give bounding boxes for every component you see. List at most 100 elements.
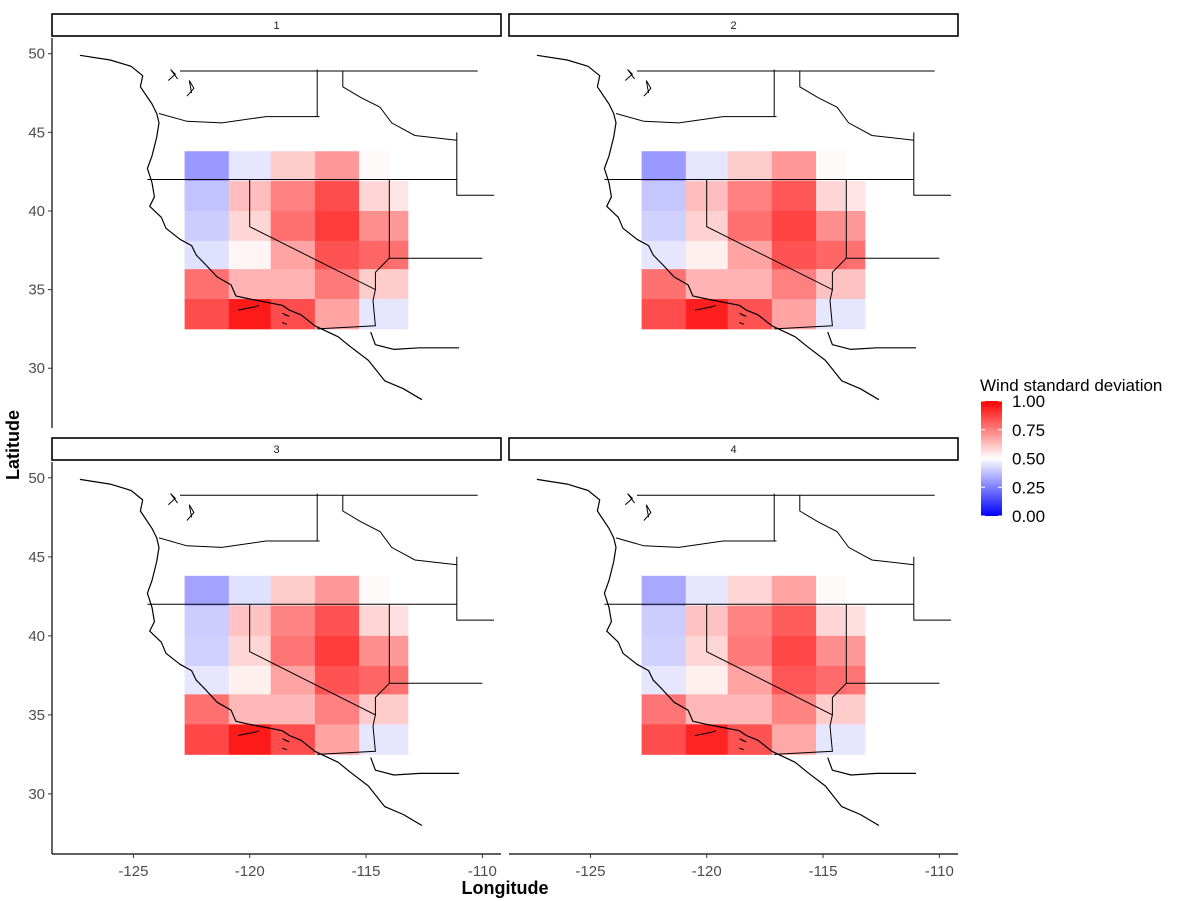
- island-outline: [739, 312, 747, 317]
- heatmap-cell: [771, 635, 817, 667]
- legend-label: 0.50: [1012, 450, 1045, 469]
- heatmap-cell: [771, 240, 817, 270]
- heatmap-cell: [685, 299, 729, 330]
- heatmap-cell: [389, 181, 409, 212]
- state-border: [615, 113, 777, 124]
- facet-panel-3: 3 30 35 40 45 50 -125 -120 -115 -110: [28, 437, 502, 880]
- heatmap-cell: [314, 605, 360, 637]
- y-tick-label: 50: [28, 46, 45, 63]
- heatmap-cell: [228, 724, 272, 755]
- heatmap-cell: [685, 665, 729, 695]
- heatmap-cell: [389, 210, 409, 242]
- heatmap-cell: [727, 181, 773, 212]
- map-outline: [536, 54, 951, 401]
- heatmap-cell: [184, 269, 230, 300]
- heatmap-cell: [359, 575, 390, 607]
- heatmap-cell: [228, 694, 272, 725]
- state-border: [342, 495, 457, 566]
- island-outline: [643, 504, 652, 521]
- facet-panel-2: 2: [508, 13, 959, 401]
- heatmap-cell: [389, 635, 409, 667]
- heatmap-cell: [771, 724, 817, 755]
- facet-panel-4: 4 -125 -120 -115 -110: [508, 437, 959, 880]
- heatmap-cell: [270, 181, 316, 212]
- heatmap-cell: [771, 694, 817, 725]
- x-tick-label: -110: [925, 863, 954, 880]
- heatmap-cell: [641, 605, 687, 637]
- y-tick-label: 30: [28, 360, 45, 377]
- state-border: [158, 537, 320, 548]
- heatmap-cell: [816, 151, 847, 182]
- heatmap-cell: [727, 635, 773, 667]
- y-axis-title: Latitude: [3, 410, 23, 480]
- y-tick-label: 35: [28, 282, 45, 299]
- heatmap-cell: [184, 210, 230, 242]
- heatmap-cell: [816, 635, 847, 667]
- heatmap-cell: [727, 665, 773, 695]
- map-outline: [536, 478, 951, 827]
- state-border: [913, 132, 951, 196]
- heatmap-cell: [270, 575, 316, 607]
- heatmap-cell: [846, 181, 866, 212]
- heatmap-cell: [184, 635, 230, 667]
- heatmap-cell: [314, 694, 360, 725]
- heatmap-cell: [359, 240, 390, 270]
- heatmap-cell: [389, 605, 409, 637]
- heatmap-cell: [389, 269, 409, 300]
- state-border: [374, 682, 390, 715]
- heatmap-cell: [359, 181, 390, 212]
- heatmap-cell: [641, 724, 687, 755]
- heatmap-cell: [359, 210, 390, 242]
- x-tick-label: -125: [118, 863, 148, 880]
- facet-strip-label: 1: [273, 20, 279, 32]
- heatmap-tiles: [641, 151, 866, 330]
- heatmap-cell: [771, 299, 817, 330]
- island-outline: [695, 730, 717, 736]
- heatmap-cell: [816, 665, 847, 695]
- facet-panel-1: 1 30 35 40 45 50: [28, 13, 502, 428]
- state-border: [615, 537, 777, 548]
- heatmap-cell: [771, 269, 817, 300]
- heatmap-cell: [270, 635, 316, 667]
- heatmap-cell: [359, 635, 390, 667]
- heatmap-cell: [314, 181, 360, 212]
- facet-strip: [51, 13, 502, 37]
- island-outline: [186, 80, 195, 97]
- state-border: [374, 257, 390, 290]
- heatmap-cell: [184, 724, 230, 755]
- coastline: [827, 757, 917, 776]
- heatmap-cell: [314, 665, 360, 695]
- facet-strip-label: 2: [730, 20, 736, 32]
- island-outline: [624, 69, 636, 81]
- heatmap-cell: [641, 299, 687, 330]
- heatmap-cell: [270, 694, 316, 725]
- heatmap-cell: [727, 694, 773, 725]
- heatmap-cell: [270, 210, 316, 242]
- heatmap-cell: [846, 240, 866, 270]
- state-border: [342, 71, 457, 141]
- island-outline: [167, 69, 179, 81]
- state-border: [158, 113, 320, 124]
- state-border: [456, 556, 494, 621]
- island-outline: [282, 738, 290, 743]
- heatmap-cell: [641, 575, 687, 607]
- heatmap-cell: [771, 605, 817, 637]
- heatmap-cell: [270, 151, 316, 182]
- heatmap-cell: [359, 151, 390, 182]
- heatmap-cell: [314, 575, 360, 607]
- heatmap-cell: [314, 724, 360, 755]
- heatmap-cell: [228, 575, 272, 607]
- facet-strip: [508, 437, 959, 461]
- heatmap-cell: [846, 635, 866, 667]
- y-tick-label: 45: [28, 549, 45, 566]
- facet-strip: [508, 13, 959, 37]
- facet-strip-label: 3: [273, 444, 279, 456]
- heatmap-cell: [389, 299, 409, 330]
- coastline: [370, 331, 460, 350]
- heatmap-cell: [727, 724, 773, 755]
- heatmap-cell: [771, 151, 817, 182]
- heatmap-cell: [314, 269, 360, 300]
- coastline: [79, 54, 423, 401]
- heatmap-cell: [685, 240, 729, 270]
- heatmap-cell: [816, 210, 847, 242]
